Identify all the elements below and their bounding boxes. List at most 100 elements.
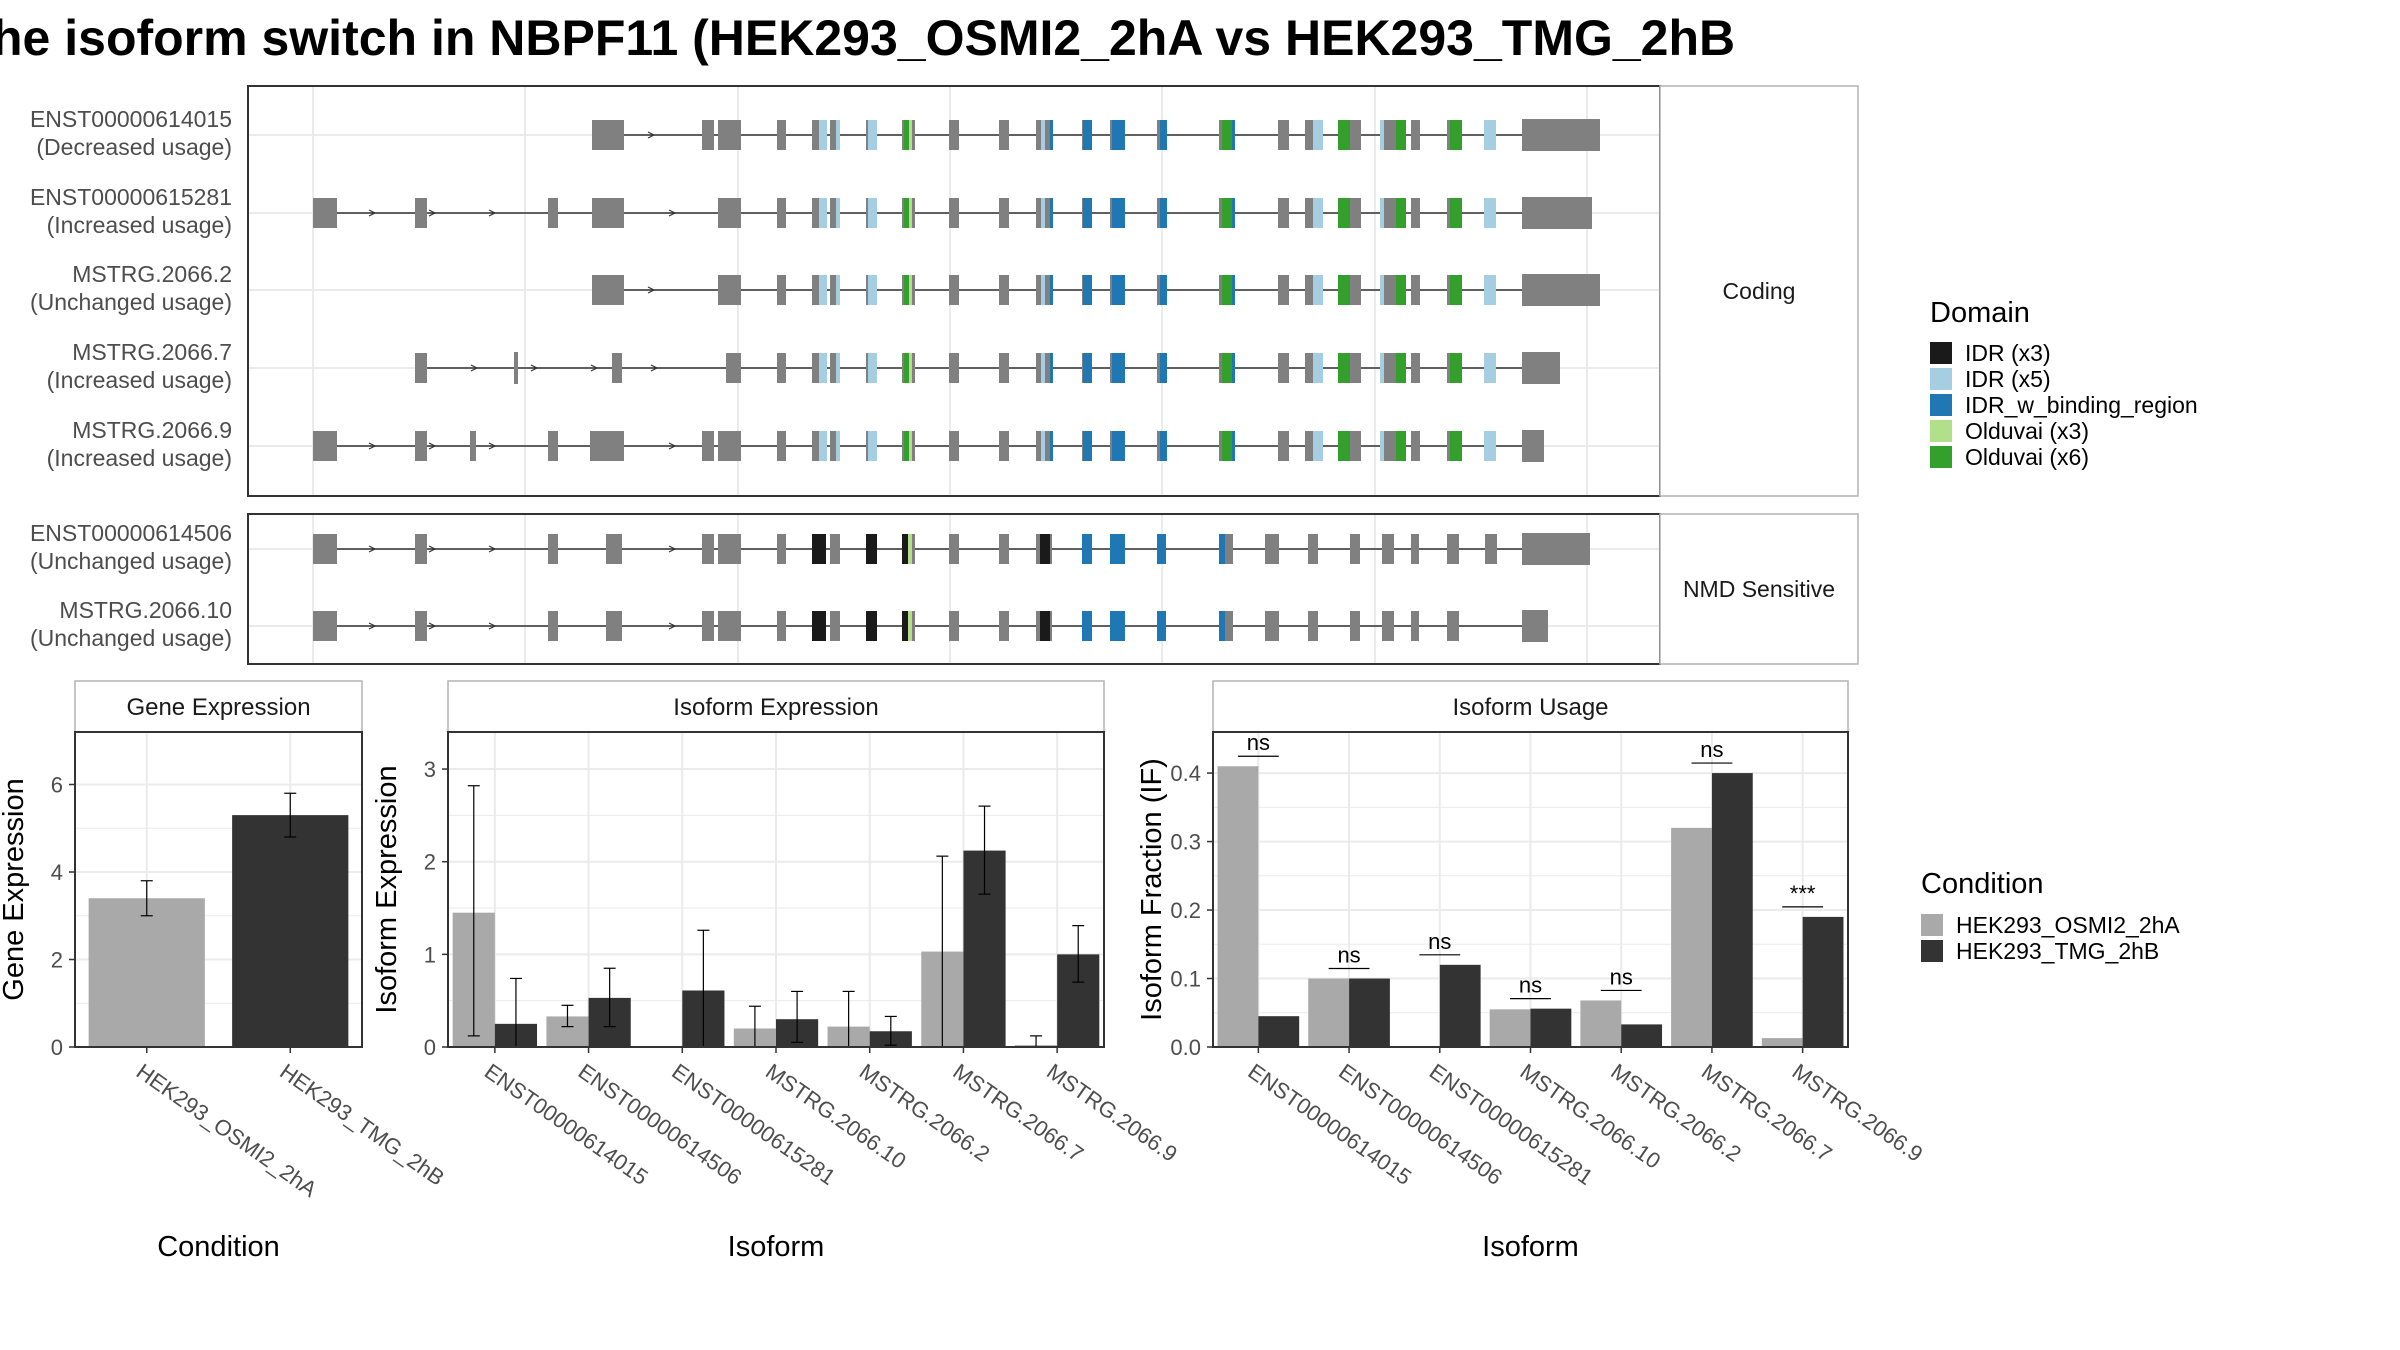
- domain-region: [1112, 353, 1125, 383]
- domain-region: [1160, 198, 1167, 228]
- domain-region: [1380, 198, 1384, 228]
- direction-arrow: [368, 622, 377, 630]
- isoform-row: MSTRG.2066.10(Unchanged usage): [30, 597, 1548, 651]
- isoform-id-label: MSTRG.2066.9: [72, 417, 232, 443]
- exon: [606, 611, 616, 641]
- exon: [313, 431, 337, 461]
- y-tick-label: 0.0: [1170, 1035, 1201, 1060]
- exon: [1411, 275, 1420, 305]
- exon: [514, 352, 518, 384]
- bar: [1802, 916, 1844, 1047]
- chart-panel-border: [447, 731, 1105, 1048]
- domain-region: [1484, 431, 1496, 461]
- domain-region: [1450, 353, 1462, 383]
- exon: [718, 534, 727, 564]
- direction-arrow: [590, 364, 599, 372]
- direction-arrow: [668, 442, 677, 450]
- exon: [313, 611, 337, 641]
- exon: [702, 611, 714, 641]
- domain-region: [1083, 120, 1092, 150]
- exon: [1447, 611, 1459, 641]
- exon: [999, 611, 1009, 641]
- exon: [1447, 534, 1459, 564]
- domain-region: [1112, 120, 1125, 150]
- domain-region: [836, 431, 840, 461]
- significance-label: ns: [1610, 964, 1633, 989]
- domain-region: [1050, 275, 1053, 305]
- x-tick-label: ENST00000614015: [1243, 1059, 1416, 1190]
- bar: [1530, 1008, 1572, 1047]
- direction-arrow: [428, 209, 437, 217]
- exon: [949, 611, 959, 641]
- domain-region: [1157, 611, 1166, 641]
- exon: [830, 198, 840, 228]
- domain-legend-swatch: [1930, 394, 1952, 416]
- isoform-id-label: ENST00000614015: [30, 106, 232, 132]
- domain-region: [1338, 431, 1350, 461]
- domain-region: [1222, 198, 1232, 228]
- exon: [1278, 431, 1289, 461]
- domain-region: [866, 611, 877, 641]
- exon: [415, 198, 427, 228]
- exon: [606, 198, 616, 228]
- exon: [830, 353, 840, 383]
- exon: [949, 353, 959, 383]
- domain-legend-label: IDR (x3): [1965, 340, 2051, 366]
- exon: [1265, 534, 1279, 564]
- domain-region: [1232, 198, 1235, 228]
- x-axis-title: Isoform: [1482, 1231, 1579, 1263]
- isoform-id-label: MSTRG.2066.10: [59, 597, 232, 623]
- exon: [726, 534, 741, 564]
- exon: [999, 353, 1009, 383]
- exon: [313, 534, 337, 564]
- domain-region: [812, 611, 826, 641]
- y-tick-label: 3: [424, 757, 436, 782]
- exon: [1522, 119, 1600, 151]
- isoform-row: MSTRG.2066.7(Increased usage): [47, 339, 1560, 393]
- significance-label: ns: [1337, 943, 1360, 968]
- bar: [232, 815, 349, 1047]
- domain-region: [1313, 431, 1323, 461]
- domain-region: [1041, 431, 1045, 461]
- domain-region: [819, 353, 827, 383]
- domain-region: [909, 198, 912, 228]
- y-tick-label: 0.4: [1170, 761, 1201, 786]
- exon: [949, 120, 959, 150]
- exon: [726, 431, 741, 461]
- domain-region: [1380, 353, 1384, 383]
- domain-region: [1083, 275, 1092, 305]
- significance-label: ns: [1247, 730, 1270, 755]
- direction-arrow: [650, 364, 659, 372]
- domain-region: [1050, 120, 1053, 150]
- domain-region: [1160, 353, 1167, 383]
- domain-region: [1396, 275, 1406, 305]
- significance-label: ns: [1428, 929, 1451, 954]
- domain-region: [1041, 198, 1045, 228]
- bar: [1489, 1009, 1531, 1047]
- domain-region: [836, 120, 840, 150]
- domain-region: [1396, 198, 1406, 228]
- bar: [1308, 978, 1350, 1047]
- direction-arrow: [428, 545, 437, 553]
- exon: [1411, 611, 1419, 641]
- domain-region: [1484, 198, 1496, 228]
- exon: [777, 275, 786, 305]
- domain-region: [1484, 275, 1496, 305]
- exon: [718, 431, 727, 461]
- isoform-expression-chart: Isoform Expression 0 1 2 3 ENST00000614015ENS…: [371, 680, 1182, 1263]
- exon: [1350, 120, 1361, 150]
- isoform-id-label: MSTRG.2066.2: [72, 261, 232, 287]
- domain-region: [1380, 120, 1384, 150]
- domain-region: [819, 120, 827, 150]
- exon: [1411, 534, 1419, 564]
- domain-region: [868, 120, 877, 150]
- domain-region: [1157, 534, 1166, 564]
- bar: [1761, 1038, 1803, 1047]
- exon: [702, 120, 714, 150]
- domain-region: [1112, 275, 1125, 305]
- exon: [1308, 611, 1318, 641]
- domain-region: [1040, 534, 1050, 564]
- isoform-row: MSTRG.2066.9(Increased usage): [47, 417, 1544, 471]
- y-tick-label: 2: [51, 948, 63, 973]
- exon: [1382, 534, 1394, 564]
